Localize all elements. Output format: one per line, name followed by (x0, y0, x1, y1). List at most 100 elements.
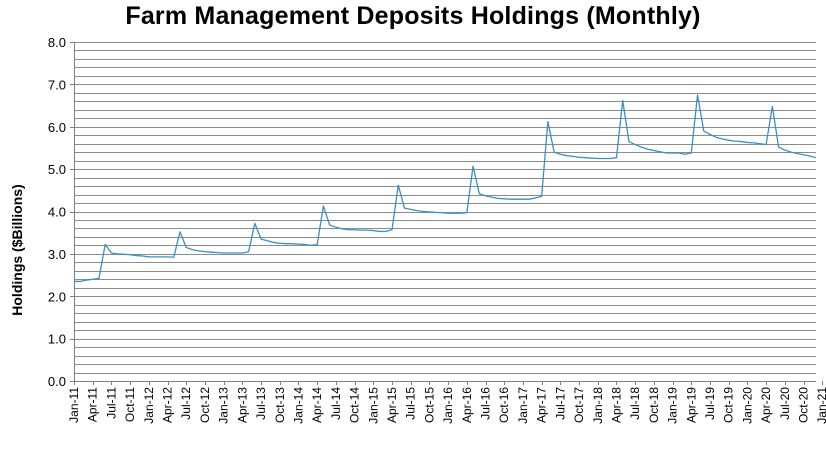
data-point (354, 229, 356, 231)
data-point (123, 253, 125, 255)
x-tick-label: Oct-17 (572, 387, 586, 423)
x-tick-label: Oct-20 (797, 387, 811, 423)
data-point (591, 157, 593, 159)
x-tick-label: Oct-12 (198, 387, 212, 423)
data-point (260, 238, 262, 240)
data-point (379, 230, 381, 232)
x-tick-label: Jan-18 (591, 387, 605, 424)
data-point (248, 251, 250, 253)
data-point (509, 198, 511, 200)
data-point (697, 94, 699, 96)
data-point (372, 230, 374, 232)
data-point (154, 256, 156, 258)
data-point (98, 277, 100, 279)
x-tick-label: Oct-13 (273, 387, 287, 423)
data-point (534, 197, 536, 199)
data-point (428, 211, 430, 213)
data-point (179, 231, 181, 233)
x-tick-label: Apr-11 (86, 387, 100, 422)
x-tick-label: Jan-15 (366, 387, 380, 424)
data-point (385, 230, 387, 232)
x-tick-label: Jan-20 (740, 387, 754, 424)
data-point (503, 198, 505, 200)
data-point (403, 207, 405, 209)
data-point (304, 244, 306, 246)
data-point (416, 210, 418, 212)
data-point (615, 157, 617, 159)
data-point (640, 146, 642, 148)
data-point (160, 256, 162, 258)
data-point (703, 130, 705, 132)
x-tick-label: Apr-17 (535, 387, 549, 423)
data-point (204, 251, 206, 253)
x-tick-label: Jan-13 (217, 387, 231, 424)
data-point (715, 136, 717, 138)
data-point (541, 195, 543, 197)
data-point (765, 144, 767, 146)
data-point (659, 151, 661, 153)
x-tick-label: Oct-16 (497, 387, 511, 423)
data-point (497, 197, 499, 199)
data-point (223, 252, 225, 254)
x-tick-label: Jul-13 (254, 387, 268, 420)
data-point (316, 244, 318, 246)
data-point (273, 241, 275, 243)
x-tick-label: Oct-11 (123, 387, 137, 422)
y-tick-label: 8.0 (48, 35, 66, 50)
data-point (809, 155, 811, 157)
x-tick-label: Oct-18 (647, 387, 661, 423)
x-tick-label: Jul-19 (703, 387, 717, 420)
data-point (553, 151, 555, 153)
x-tick-label: Apr-13 (235, 387, 249, 423)
y-tick-label: 4.0 (48, 205, 66, 220)
x-tick-label: Jul-14 (329, 387, 343, 420)
data-point (453, 212, 455, 214)
y-tick-label: 7.0 (48, 77, 66, 92)
y-tick-label: 5.0 (48, 162, 66, 177)
data-point (85, 279, 87, 281)
data-point (803, 154, 805, 156)
data-point (746, 141, 748, 143)
data-point (142, 255, 144, 257)
x-tick-labels: Jan-11 Apr-11 Jul-11 Oct-11 Jan-12 Apr-12 Jul-… (67, 381, 826, 424)
data-point (728, 139, 730, 141)
data-point (584, 157, 586, 159)
x-tick-label: Oct-15 (422, 387, 436, 423)
x-tick-label: Apr-19 (684, 387, 698, 423)
data-point (647, 148, 649, 150)
data-point (410, 208, 412, 210)
data-point (665, 152, 667, 154)
data-point (104, 244, 106, 246)
y-tick-label: 0.0 (48, 374, 66, 389)
x-tick-label: Jul-18 (628, 387, 642, 420)
data-point (653, 149, 655, 151)
data-point (778, 146, 780, 148)
x-tick-label: Jul-15 (404, 387, 418, 420)
data-point (347, 229, 349, 231)
data-point (547, 121, 549, 123)
data-point (466, 212, 468, 214)
x-tick-label: Jan-19 (666, 387, 680, 424)
data-point (740, 141, 742, 143)
y-tick-label: 2.0 (48, 289, 66, 304)
x-tick-label: Apr-14 (310, 387, 324, 423)
data-point (478, 193, 480, 195)
x-tick-label: Jan-21 (815, 387, 826, 424)
data-point (709, 133, 711, 135)
data-point (578, 156, 580, 158)
y-tick-label: 1.0 (48, 332, 66, 347)
x-tick-label: Jan-17 (516, 387, 530, 424)
x-tick-label: Jan-12 (142, 387, 156, 424)
series-layer (74, 94, 817, 283)
data-point (135, 255, 137, 257)
axes (74, 42, 816, 382)
x-tick-label: Apr-16 (460, 387, 474, 423)
data-point (472, 165, 474, 167)
data-point (210, 251, 212, 253)
data-point (634, 144, 636, 146)
y-tick-label: 6.0 (48, 120, 66, 135)
data-point (229, 252, 231, 254)
data-point (117, 253, 119, 255)
x-tick-label: Jul-16 (479, 387, 493, 420)
data-point (603, 158, 605, 160)
